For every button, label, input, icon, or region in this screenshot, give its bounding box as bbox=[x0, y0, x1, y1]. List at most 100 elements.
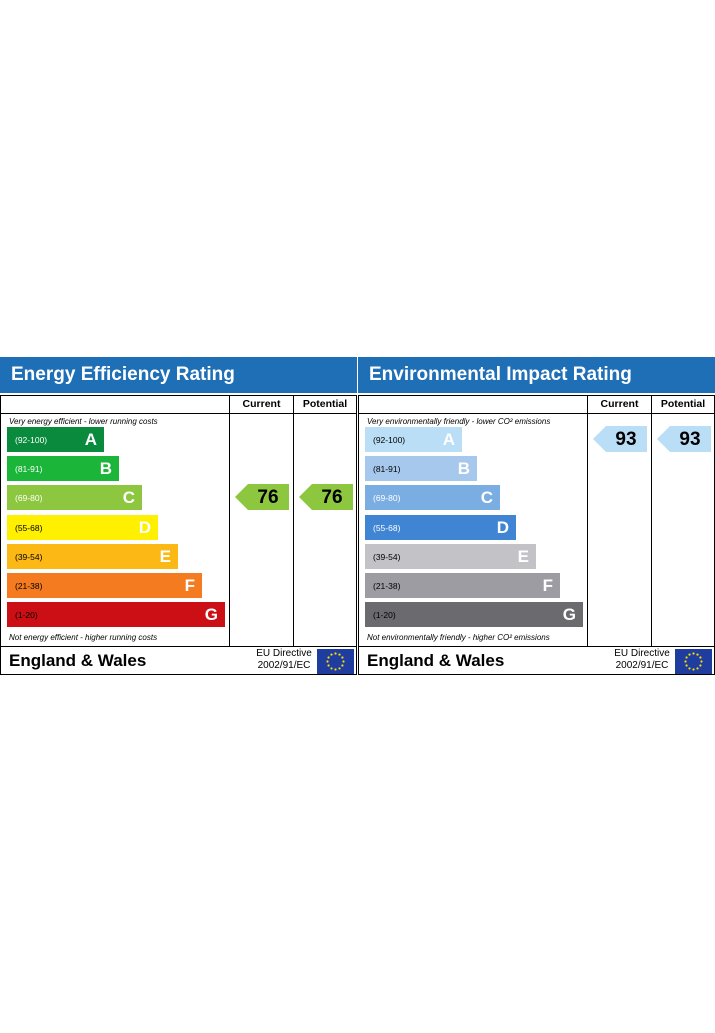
potential-rating-value: 76 bbox=[321, 487, 343, 509]
energy-efficiency-panel: Energy Efficiency Rating Current Potenti… bbox=[0, 357, 357, 676]
current-rating-value: 93 bbox=[615, 429, 637, 450]
current-rating-arrow-shape bbox=[235, 484, 289, 511]
band-d: (55-68) D bbox=[7, 514, 158, 540]
eu-directive-line-2: 2002/91/EC bbox=[615, 660, 669, 671]
current-rating-arrow: 93 bbox=[593, 426, 647, 452]
band-range: (69-80) bbox=[373, 493, 401, 504]
footer-title: England & Wales bbox=[9, 651, 147, 670]
potential-rating-value: 93 bbox=[679, 429, 701, 450]
band-range: (55-68) bbox=[15, 522, 43, 533]
band-range: (39-54) bbox=[15, 551, 43, 562]
band-e: (39-54) E bbox=[365, 543, 536, 569]
eu-star bbox=[327, 664, 330, 667]
band-letter: A bbox=[84, 430, 97, 449]
eu-star bbox=[334, 668, 337, 671]
bottom-note: Not environmentally friendly - higher CO… bbox=[367, 633, 550, 642]
band-letter: C bbox=[480, 488, 493, 508]
band-f: (21-38) F bbox=[365, 573, 560, 598]
band-letter: G bbox=[204, 605, 218, 625]
band-range: (92-100) bbox=[373, 435, 406, 445]
band-c: (69-80) C bbox=[7, 485, 142, 511]
band-letter: B bbox=[457, 459, 470, 479]
eu-star bbox=[341, 656, 344, 659]
potential-rating-arrow-shape bbox=[299, 484, 353, 511]
eu-star bbox=[334, 652, 337, 655]
eu-directive-text: EU Directive 2002/91/EC bbox=[610, 648, 674, 672]
eu-star bbox=[696, 653, 699, 656]
eu-star bbox=[685, 656, 688, 659]
column-header-current: Current bbox=[600, 398, 639, 410]
eu-star bbox=[338, 653, 341, 656]
eu-star bbox=[700, 660, 703, 663]
eu-directive-line-2: 2002/91/EC bbox=[257, 660, 311, 671]
top-note: Very energy efficient - lower running co… bbox=[9, 417, 158, 426]
band-d: (55-68) D bbox=[365, 514, 516, 540]
column-header-current: Current bbox=[242, 398, 281, 410]
potential-rating-arrow: 93 bbox=[657, 426, 711, 452]
band-a: (92-100) A bbox=[7, 427, 104, 452]
band-b: (81-91) B bbox=[7, 456, 119, 482]
band-range: (1-20) bbox=[373, 610, 396, 621]
eu-star bbox=[692, 668, 695, 671]
band-letter: A bbox=[442, 430, 455, 449]
eu-star bbox=[692, 652, 695, 655]
eu-flag-icon bbox=[675, 649, 712, 674]
band-range: (55-68) bbox=[373, 522, 401, 533]
current-rating-arrow-shape bbox=[593, 426, 647, 452]
panel-title: Environmental Impact Rating bbox=[358, 357, 715, 393]
band-letter: E bbox=[517, 546, 529, 566]
top-note: Very environmentally friendly - lower CO… bbox=[367, 417, 551, 426]
eu-star bbox=[342, 660, 345, 663]
panel-title: Energy Efficiency Rating bbox=[0, 357, 357, 393]
band-g: (1-20) G bbox=[7, 602, 225, 628]
eu-star bbox=[338, 667, 341, 670]
eu-star bbox=[330, 667, 333, 670]
eu-star bbox=[684, 660, 687, 663]
band-letter: D bbox=[496, 517, 509, 537]
footer-title: England & Wales bbox=[367, 651, 505, 670]
band-range: (21-38) bbox=[15, 581, 43, 591]
band-range: (39-54) bbox=[373, 551, 401, 562]
band-range: (81-91) bbox=[373, 464, 401, 475]
environmental-impact-panel: Environmental Impact Rating Current Pote… bbox=[358, 357, 715, 676]
eu-directive-text: EU Directive 2002/91/EC bbox=[252, 648, 316, 672]
band-letter: F bbox=[542, 576, 553, 595]
band-range: (21-38) bbox=[373, 581, 401, 591]
eu-star bbox=[688, 667, 691, 670]
band-letter: G bbox=[562, 605, 576, 625]
rating-table: Current Potential Very environmentally f… bbox=[358, 395, 715, 675]
band-letter: D bbox=[138, 517, 151, 537]
eu-star bbox=[699, 656, 702, 659]
current-rating-arrow: 76 bbox=[235, 484, 289, 511]
band-range: (81-91) bbox=[15, 464, 43, 475]
eu-star bbox=[341, 664, 344, 667]
band-e: (39-54) E bbox=[7, 543, 178, 569]
eu-star bbox=[696, 667, 699, 670]
band-letter: E bbox=[159, 546, 171, 566]
eu-directive-line-1: EU Directive bbox=[256, 648, 312, 659]
potential-rating-arrow-shape bbox=[657, 426, 711, 452]
band-c: (69-80) C bbox=[365, 485, 500, 511]
eu-star bbox=[327, 656, 330, 659]
column-header-potential: Potential bbox=[302, 398, 348, 410]
current-rating-value: 76 bbox=[257, 487, 279, 509]
band-a: (92-100) A bbox=[365, 427, 462, 452]
band-range: (69-80) bbox=[15, 493, 43, 504]
eu-star bbox=[685, 664, 688, 667]
eu-flag-icon bbox=[317, 649, 354, 674]
potential-rating-arrow: 76 bbox=[299, 484, 353, 511]
band-b: (81-91) B bbox=[365, 456, 477, 482]
band-g: (1-20) G bbox=[365, 602, 583, 628]
bottom-note: Not energy efficient - higher running co… bbox=[9, 633, 158, 642]
eu-star bbox=[699, 664, 702, 667]
column-header-potential: Potential bbox=[660, 398, 706, 410]
band-letter: F bbox=[184, 576, 195, 595]
eu-star bbox=[326, 660, 329, 663]
eu-star bbox=[688, 653, 691, 656]
band-f: (21-38) F bbox=[7, 573, 202, 598]
eu-directive-line-1: EU Directive bbox=[614, 648, 670, 659]
rating-table: Current Potential Very energy efficient … bbox=[0, 395, 357, 675]
band-range: (1-20) bbox=[15, 610, 38, 621]
band-letter: B bbox=[99, 459, 112, 479]
band-range: (92-100) bbox=[15, 435, 48, 445]
